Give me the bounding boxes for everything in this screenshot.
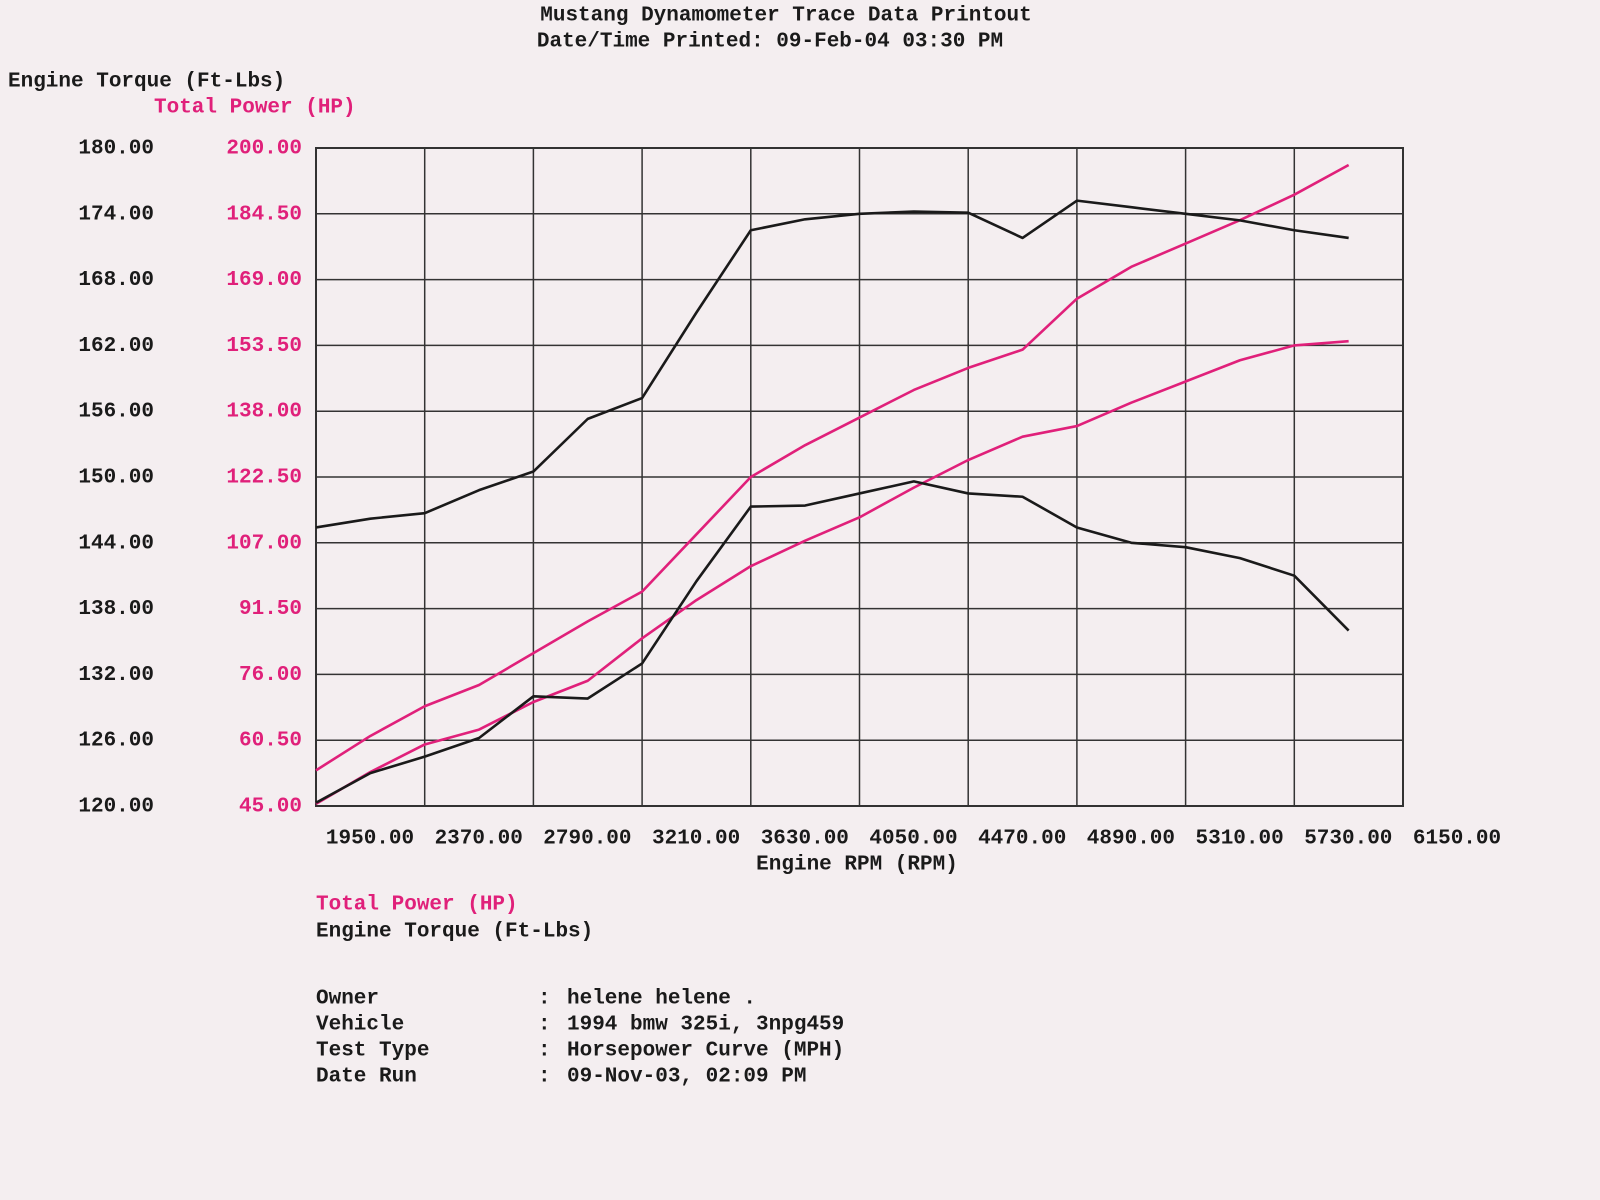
y2-tick-label: 107.00: [226, 532, 302, 555]
x-tick-label: 3630.00: [761, 828, 849, 851]
y2-tick-label: 200.00: [226, 138, 302, 161]
y2-tick-label: 153.50: [226, 335, 302, 358]
series-line: [315, 163, 1350, 772]
series-line: [315, 339, 1349, 805]
y-tick-label: 150.00: [78, 467, 154, 490]
info-label: Date Run: [316, 1066, 417, 1089]
y-axis-label: Engine Torque (Ft-Lbs): [8, 71, 285, 94]
info-label: Owner: [316, 988, 379, 1011]
y2-tick-label: 76.00: [239, 664, 302, 687]
info-value: 1994 bmw 325i, 3npg459: [567, 1014, 844, 1037]
y2-tick-label: 60.50: [239, 730, 302, 753]
series-line: [315, 199, 1349, 529]
y2-tick-label: 169.00: [226, 269, 302, 292]
legend-entry: Total Power (HP): [316, 894, 518, 917]
y2-tick-label: 122.50: [226, 467, 302, 490]
info-colon: :: [538, 988, 551, 1011]
y-tick-label: 168.00: [78, 269, 154, 292]
x-tick-label: 1950.00: [326, 828, 414, 851]
y2-axis-label: Total Power (HP): [154, 97, 356, 120]
y-tick-label: 144.00: [78, 532, 154, 555]
x-tick-label: 5730.00: [1304, 828, 1392, 851]
x-tick-label: 2370.00: [435, 828, 523, 851]
info-value: helene helene .: [567, 988, 756, 1011]
x-tick-label: 4470.00: [978, 828, 1066, 851]
x-tick-label: 5310.00: [1195, 828, 1283, 851]
y2-tick-label: 45.00: [239, 796, 302, 819]
x-tick-label: 4890.00: [1087, 828, 1175, 851]
series-line: [315, 480, 1350, 804]
chart-subtitle: Date/Time Printed: 09-Feb-04 03:30 PM: [537, 31, 1003, 54]
x-tick-label: 3210.00: [652, 828, 740, 851]
y2-tick-label: 138.00: [226, 401, 302, 424]
y2-tick-label: 91.50: [239, 598, 302, 621]
x-axis-label: Engine RPM (RPM): [756, 854, 958, 877]
y-tick-label: 156.00: [78, 401, 154, 424]
info-label: Vehicle: [316, 1014, 404, 1037]
chart-title: Mustang Dynamometer Trace Data Printout: [540, 5, 1031, 28]
y-tick-label: 138.00: [78, 598, 154, 621]
x-tick-label: 4050.00: [869, 828, 957, 851]
x-tick-label: 2790.00: [543, 828, 631, 851]
y-tick-label: 126.00: [78, 730, 154, 753]
y-tick-label: 180.00: [78, 138, 154, 161]
x-tick-label: 6150.00: [1413, 828, 1501, 851]
info-colon: :: [538, 1040, 551, 1063]
info-colon: :: [538, 1066, 551, 1089]
y-tick-label: 120.00: [78, 796, 154, 819]
legend-entry: Engine Torque (Ft-Lbs): [316, 921, 593, 944]
y-tick-label: 132.00: [78, 664, 154, 687]
info-value: Horsepower Curve (MPH): [567, 1040, 844, 1063]
info-value: 09-Nov-03, 02:09 PM: [567, 1066, 806, 1089]
info-label: Test Type: [316, 1040, 429, 1063]
y2-tick-label: 184.50: [226, 203, 302, 226]
y-tick-label: 162.00: [78, 335, 154, 358]
info-colon: :: [538, 1014, 551, 1037]
y-tick-label: 174.00: [78, 203, 154, 226]
